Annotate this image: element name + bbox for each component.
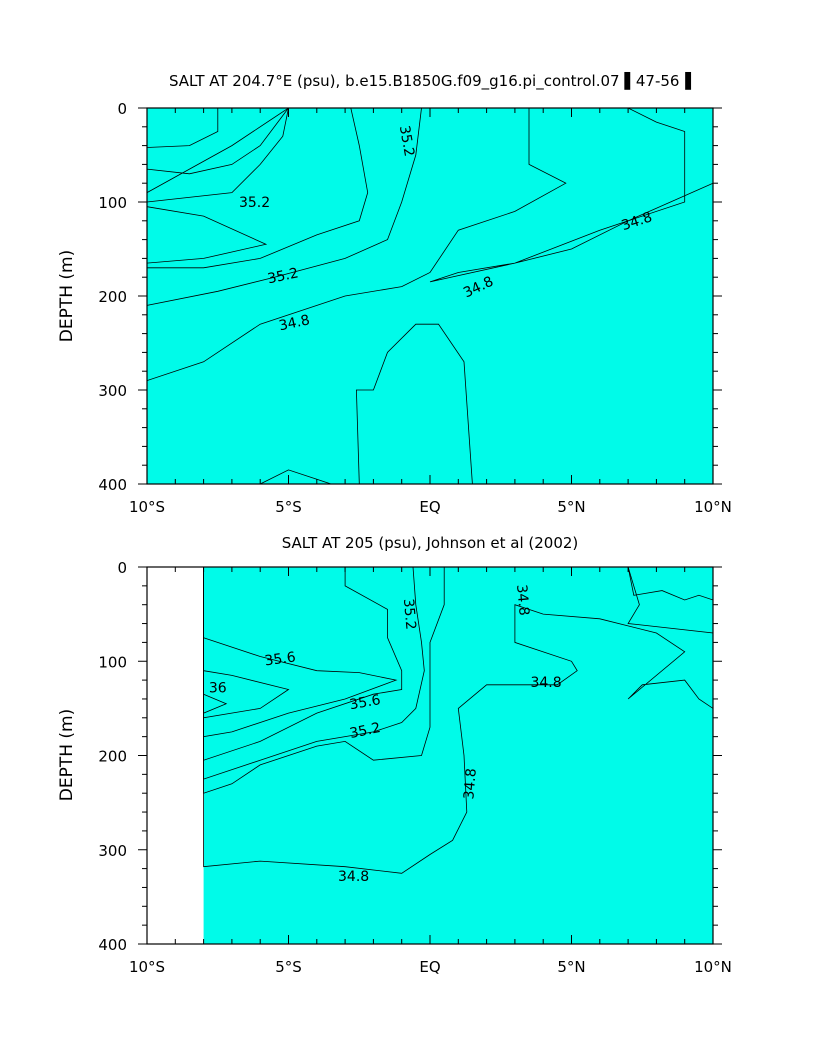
- top-panel-axes: 10°S 5°S EQ 5°N 10°N 0 100 200 300 400: [98, 100, 732, 516]
- bottom-y-tick-label: 400: [98, 936, 127, 954]
- top-panel-ylabel: DEPTH (m): [57, 250, 77, 342]
- top-y-tick-label: 100: [98, 194, 127, 212]
- top-contour-label-0: 35.2: [239, 195, 270, 211]
- top-y-tick-label: 400: [98, 476, 127, 494]
- bottom-panel-title: SALT AT 205 (psu), Johnson et al (2002): [282, 534, 579, 552]
- bottom-x-tick-label: 5°S: [275, 958, 302, 976]
- bottom-x-tick-label: 10°N: [694, 958, 732, 976]
- bottom-contour-label-4: 35.2: [400, 598, 419, 630]
- bottom-contour-region-1: [203, 566, 445, 794]
- top-contour-label-3: 34.8: [277, 312, 311, 334]
- top-x-tick-label: EQ: [419, 498, 440, 516]
- bottom-x-tick-label: EQ: [419, 958, 440, 976]
- bottom-panel-ylabel: DEPTH (m): [57, 709, 77, 801]
- bottom-y-tick-label: 0: [117, 559, 127, 577]
- bottom-contour-region-4: [203, 637, 398, 738]
- top-contour-region-1: [429, 107, 714, 283]
- bottom-contour-label-5: 34.8: [513, 584, 532, 616]
- top-panel-fills: [146, 107, 714, 485]
- bottom-panel: SALT AT 205 (psu), Johnson et al (2002) …: [57, 534, 732, 976]
- bottom-contour-region-2: [203, 566, 425, 780]
- bottom-contour-label-7: 34.8: [461, 768, 480, 800]
- top-contour-region-6: [355, 323, 473, 485]
- bottom-contour-label-3: 35.2: [348, 720, 382, 742]
- top-x-tick-label: 5°N: [557, 498, 585, 516]
- top-y-tick-label: 200: [98, 288, 127, 306]
- top-contour-region-2: [146, 107, 422, 306]
- top-panel-title: SALT AT 204.7°E (psu), b.e15.B1850G.f09_…: [169, 71, 691, 91]
- bottom-background-fill: [203, 567, 713, 944]
- top-y-tick-label: 300: [98, 382, 127, 400]
- bottom-y-tick-label: 200: [98, 748, 127, 766]
- bottom-contour-region-3: [203, 566, 403, 761]
- top-panel: SALT AT 204.7°E (psu), b.e15.B1850G.f09_…: [57, 71, 732, 516]
- bottom-contour-label-2: 35.6: [348, 692, 382, 713]
- top-x-tick-label: 5°S: [275, 498, 302, 516]
- bottom-contour-label-8: 34.8: [338, 869, 369, 885]
- top-x-tick-label: 10°S: [129, 498, 165, 516]
- top-x-tick-label: 10°N: [694, 498, 732, 516]
- top-contour-label-2: 35.2: [266, 265, 300, 287]
- bottom-contour-label-1: 36: [209, 681, 227, 697]
- bottom-x-tick-label: 5°N: [557, 958, 585, 976]
- top-background-fill: [147, 108, 713, 484]
- bottom-x-tick-label: 10°S: [129, 958, 165, 976]
- bottom-panel-axes: 10°S 5°S EQ 5°N 10°N 0 100 200 300 400: [98, 559, 732, 976]
- bottom-contour-label-0: 35.6: [264, 649, 297, 669]
- bottom-y-tick-label: 300: [98, 842, 127, 860]
- bottom-panel-contour-labels: 35.6 36 35.6 35.2 35.2 34.8 34.8 34.8 34.8: [209, 584, 562, 885]
- top-y-tick-label: 0: [117, 100, 127, 118]
- top-contour-label-1: 35.2: [396, 124, 417, 157]
- bottom-panel-fills: [203, 566, 714, 944]
- bottom-y-tick-label: 100: [98, 653, 127, 671]
- bottom-contour-region-6: [203, 693, 228, 714]
- top-contour-region-3: [146, 107, 369, 269]
- bottom-contour-label-6: 34.8: [530, 675, 561, 691]
- top-panel-contour-labels: 35.235.235.234.834.834.8: [239, 124, 654, 334]
